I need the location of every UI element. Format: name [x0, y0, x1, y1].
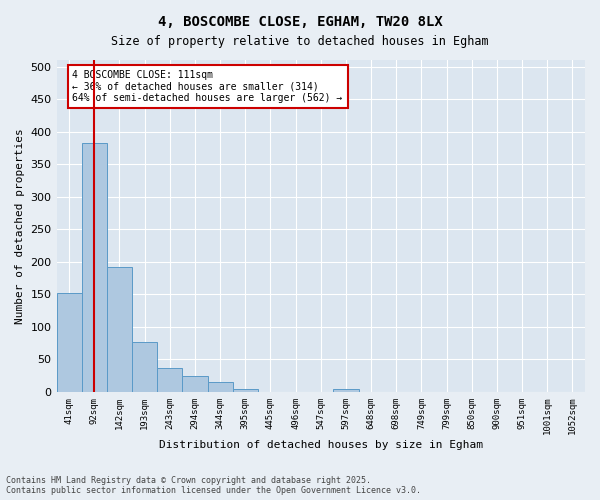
Text: Size of property relative to detached houses in Egham: Size of property relative to detached ho… — [111, 35, 489, 48]
Bar — [132, 342, 157, 392]
Bar — [334, 390, 359, 392]
Text: 4 BOSCOMBE CLOSE: 111sqm
← 36% of detached houses are smaller (314)
64% of semi-: 4 BOSCOMBE CLOSE: 111sqm ← 36% of detach… — [73, 70, 343, 103]
Bar — [56, 293, 82, 392]
Bar — [208, 382, 233, 392]
Bar — [107, 267, 132, 392]
Text: 4, BOSCOMBE CLOSE, EGHAM, TW20 8LX: 4, BOSCOMBE CLOSE, EGHAM, TW20 8LX — [158, 15, 442, 29]
Bar — [157, 368, 182, 392]
Y-axis label: Number of detached properties: Number of detached properties — [15, 128, 25, 324]
X-axis label: Distribution of detached houses by size in Egham: Distribution of detached houses by size … — [159, 440, 483, 450]
Bar — [182, 376, 208, 392]
Text: Contains HM Land Registry data © Crown copyright and database right 2025.
Contai: Contains HM Land Registry data © Crown c… — [6, 476, 421, 495]
Bar — [233, 388, 258, 392]
Bar — [82, 142, 107, 392]
